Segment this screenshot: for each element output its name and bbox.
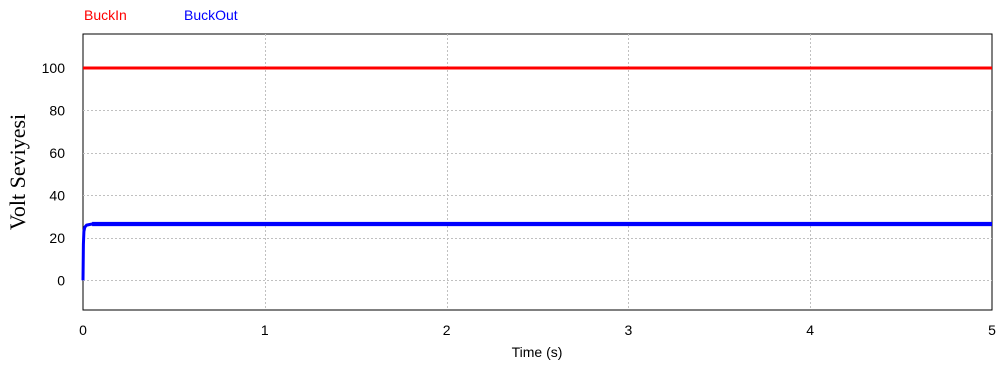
x-tick-label: 3 <box>625 322 633 338</box>
y-tick-label: 0 <box>57 272 65 288</box>
y-axis-title: Volt Seviyesi <box>5 114 30 230</box>
x-axis: 0 1 2 3 4 5 <box>79 322 996 338</box>
x-tick-label: 2 <box>443 322 451 338</box>
legend: BuckIn BuckOut <box>84 7 238 23</box>
series-layer <box>81 66 993 281</box>
legend-entry-buckin: BuckIn <box>84 7 127 23</box>
series-buckout <box>81 221 993 281</box>
y-axis: 0 20 40 60 80 100 <box>42 60 66 288</box>
y-tick-label: 40 <box>49 187 65 203</box>
y-tick-label: 60 <box>49 145 65 161</box>
y-tick-label: 20 <box>49 230 65 246</box>
x-tick-label: 1 <box>261 322 269 338</box>
y-tick-label: 100 <box>42 60 66 76</box>
legend-entry-buckout: BuckOut <box>184 7 238 23</box>
series-line <box>81 222 992 281</box>
x-tick-label: 0 <box>79 322 87 338</box>
plot-area <box>82 33 993 311</box>
y-tick-label: 80 <box>49 102 65 118</box>
x-tick-label: 5 <box>988 322 996 338</box>
x-axis-title: Time (s) <box>512 344 563 360</box>
x-tick-label: 4 <box>806 322 814 338</box>
